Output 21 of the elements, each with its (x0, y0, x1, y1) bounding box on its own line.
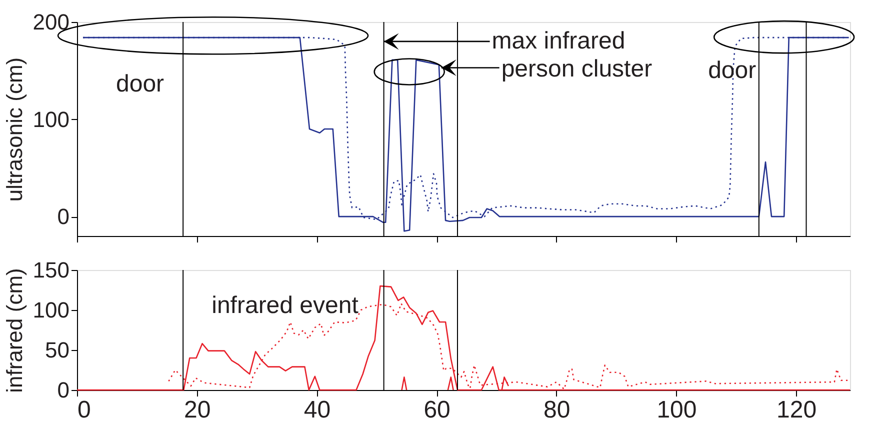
y-tick-label: 100 (32, 106, 70, 132)
x-tick-label: 0 (78, 396, 91, 424)
annotation: door (116, 70, 164, 98)
annotation: person cluster (501, 56, 652, 83)
x-tick-label: 120 (776, 396, 817, 424)
y-tick-label: 200 (32, 10, 70, 34)
annotation: door (708, 57, 756, 84)
y-axis-title: infrared (cm) (2, 268, 27, 393)
y-tick-label: 0 (57, 204, 70, 230)
y-axis-title: ultrasonic (cm) (2, 57, 27, 202)
y-tick-label: 150 (32, 258, 70, 282)
x-tick-label: 20 (184, 396, 211, 424)
y-tick-label: 0 (57, 378, 70, 402)
y-tick-label: 50 (45, 338, 70, 362)
x-tick-label: 80 (544, 396, 570, 424)
annotation: max infrared (492, 27, 626, 54)
x-tick-label: 100 (656, 396, 697, 424)
x-tick-label: 60 (424, 396, 450, 424)
annotation: infrared event (212, 292, 359, 319)
y-tick-label: 100 (32, 298, 70, 322)
x-tick-label: 40 (304, 396, 331, 424)
